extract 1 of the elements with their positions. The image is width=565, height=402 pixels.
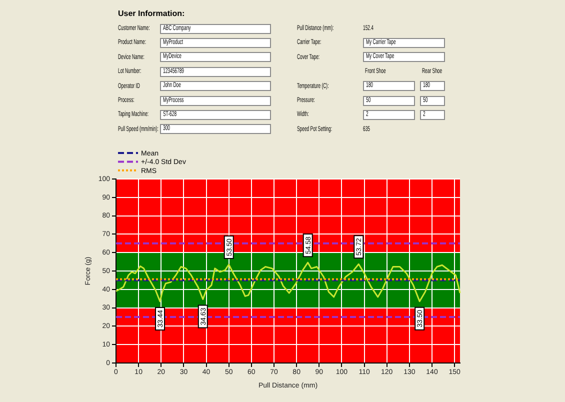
chart-title: User Information:	[118, 9, 185, 19]
